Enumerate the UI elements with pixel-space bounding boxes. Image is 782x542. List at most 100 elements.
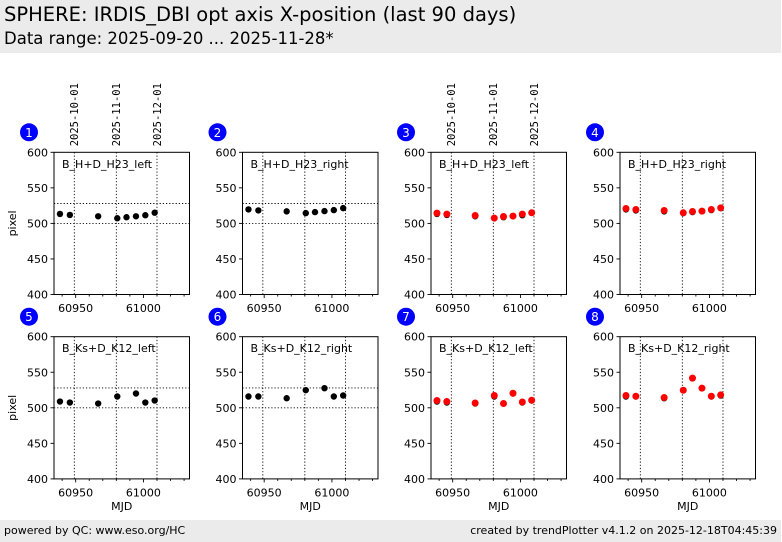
badge-number: 5 (25, 310, 33, 324)
series-black (245, 384, 347, 402)
data-point-black (94, 213, 102, 220)
date-label: 2025-11-01 (111, 83, 123, 146)
data-point-red (518, 210, 526, 218)
data-point-red (528, 209, 536, 217)
data-point-red (717, 204, 725, 212)
y-tick-label: 550 (593, 366, 614, 379)
x-tick-label: 61000 (314, 486, 349, 499)
badge-number: 4 (591, 126, 599, 140)
badge-number: 3 (402, 126, 410, 140)
x-tick-label: 61000 (692, 486, 727, 499)
data-point-red (509, 212, 517, 220)
y-tick-label: 600 (593, 146, 614, 159)
data-point-red (698, 384, 706, 392)
badge-circle (397, 307, 415, 326)
date-label: 2025-12-01 (529, 83, 541, 146)
badge-circle (20, 123, 38, 142)
x-tick-label: 61000 (692, 302, 727, 315)
y-tick-label: 500 (216, 217, 237, 230)
data-point-black (311, 208, 319, 216)
badge-circle (208, 123, 227, 142)
data-point-red (499, 213, 507, 221)
data-point-black (151, 397, 158, 404)
data-point-black (245, 393, 252, 400)
y-tick-label: 450 (593, 253, 614, 266)
x-tick-label: 61000 (503, 486, 538, 499)
x-axis-label: MJD (488, 500, 509, 513)
x-tick-label: 60950 (58, 302, 93, 315)
panel-4: 4 400 450 500 550 600 60950 61000 B_H+D_H23_righ… (586, 123, 756, 315)
x-tick-label: 60950 (435, 486, 470, 499)
y-tick-label: 600 (216, 146, 237, 159)
data-point-red (499, 400, 507, 408)
y-tick-label: 450 (593, 437, 614, 450)
series-red (622, 204, 725, 217)
data-point-black (132, 390, 140, 397)
data-point-black (255, 393, 262, 400)
data-point-red (688, 374, 696, 382)
panel-title: B_H+D_H23_left (62, 158, 153, 171)
badge-circle (20, 307, 38, 326)
y-tick-label: 600 (404, 146, 425, 159)
data-point-red (443, 398, 451, 406)
y-tick-label: 550 (404, 366, 425, 379)
y-tick-label: 500 (593, 217, 614, 230)
panel-7: 7 400 450 500 550 600 60950 61000 B_Ks+D_K12_lef… (397, 307, 567, 513)
data-point-red (471, 399, 479, 407)
panel-number-badge: 6 (208, 307, 227, 326)
y-tick-label: 550 (216, 182, 237, 195)
data-point-black (142, 399, 149, 406)
x-tick-label: 61000 (503, 302, 538, 315)
series-red (433, 389, 536, 408)
y-tick-label: 500 (593, 402, 614, 415)
y-tick-label: 600 (27, 146, 48, 159)
badge-number: 8 (591, 310, 599, 324)
y-tick-label: 550 (216, 366, 237, 379)
data-point-black (56, 210, 64, 218)
data-point-black (123, 214, 130, 221)
badge-number: 7 (402, 310, 410, 324)
data-point-red (471, 212, 479, 220)
data-point-black (151, 209, 158, 216)
badge-number: 2 (214, 126, 222, 140)
data-point-black (94, 400, 102, 407)
x-tick-label: 60950 (435, 302, 470, 315)
panel-2: 2 400 450 500 550 600 60950 61000 B_H+D_H23_righ… (208, 123, 379, 315)
data-point-black (56, 398, 64, 405)
y-axis-label: pixel (6, 395, 19, 421)
data-point-black (66, 211, 74, 219)
data-point-black (302, 209, 309, 217)
data-point-red (688, 207, 696, 215)
y-tick-label: 500 (216, 402, 237, 415)
x-axis-label: MJD (677, 500, 698, 513)
y-tick-label: 600 (593, 331, 614, 344)
data-point-black (339, 204, 347, 212)
y-tick-label: 450 (216, 253, 237, 266)
date-label: 2025-10-01 (69, 83, 81, 146)
panel-number-badge: 5 (20, 307, 38, 326)
date-label: 2025-11-01 (488, 83, 500, 146)
data-point-black (283, 395, 290, 402)
panel-title: B_Ks+D_K12_left (439, 342, 533, 355)
y-tick-label: 550 (27, 182, 48, 195)
panel-title: B_Ks+D_K12_right (628, 342, 730, 355)
badge-circle (397, 123, 415, 142)
y-tick-label: 600 (27, 331, 48, 344)
y-tick-label: 600 (216, 331, 237, 344)
page-title: SPHERE: IRDIS_DBI opt axis X-position (l… (4, 3, 517, 26)
y-tick-label: 500 (404, 402, 425, 415)
data-point-black (330, 206, 338, 214)
data-point-red (622, 204, 630, 212)
panel-1: 1 2025-10-01 2025-11-01 2025-12-01 400 450 500… (6, 83, 190, 315)
data-point-black (339, 392, 347, 399)
y-tick-label: 550 (27, 366, 48, 379)
y-tick-label: 450 (27, 253, 48, 266)
data-point-black (330, 393, 338, 400)
y-tick-label: 400 (404, 289, 425, 302)
x-tick-label: 61000 (126, 302, 161, 315)
y-tick-label: 400 (593, 289, 614, 302)
x-tick-label: 60950 (247, 486, 282, 499)
data-point-black (245, 206, 252, 213)
data-point-black (321, 207, 328, 215)
y-tick-label: 400 (27, 289, 48, 302)
